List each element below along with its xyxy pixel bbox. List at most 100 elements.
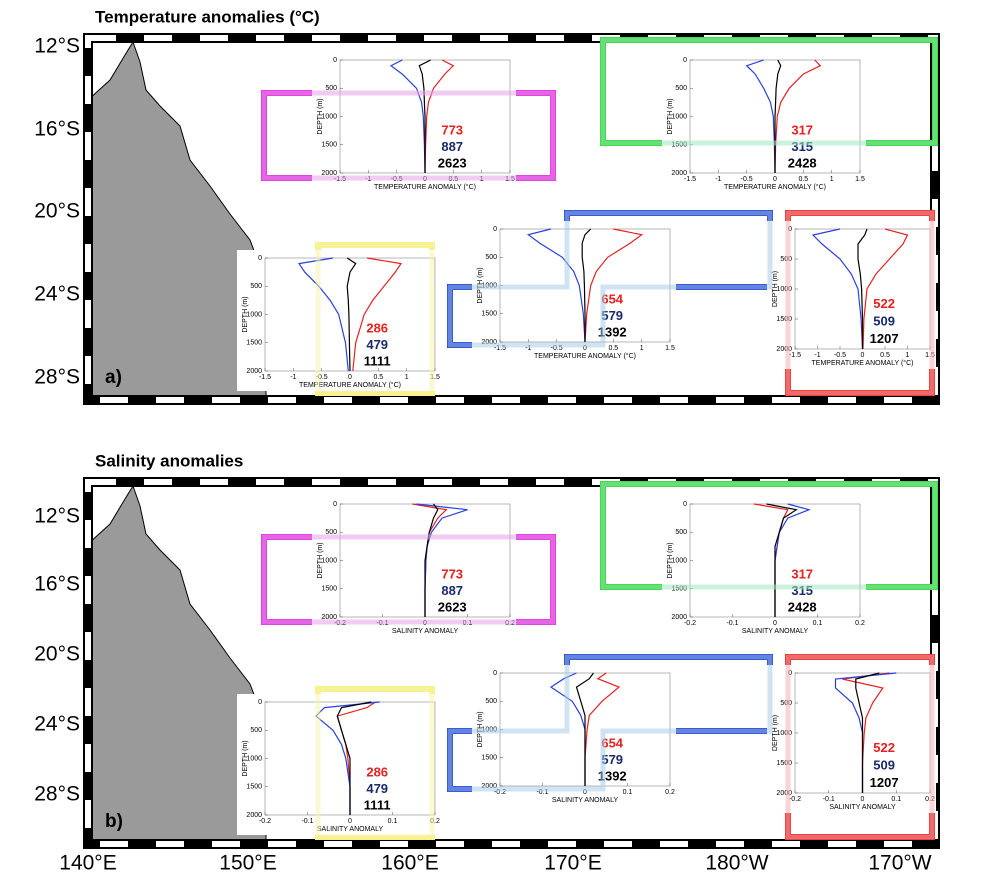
y-axis-label: DEPTH (m) [772,271,779,307]
inset-bg [237,694,441,835]
x-tick-label: -1 [525,345,531,352]
x-axis-label: TEMPERATURE ANOMALY (°C) [374,183,476,191]
profile-line [575,672,594,786]
y-axis-label: DEPTH (m) [242,296,249,332]
count-label: 2428 [788,155,817,170]
lat-label: 28°S [34,783,80,806]
count-label: 2623 [438,155,467,170]
x-axis-label: SALINITY ANOMALY [829,804,896,811]
lon-label: 170°E [544,852,601,875]
inset: -0.2 -0.1 0 0.1 0.20500100015002000SALINITY … [662,496,866,637]
x-tick-label: -0.5 [551,345,563,352]
y-tick-label: 500 [250,727,262,734]
y-tick-label: 1000 [671,113,687,120]
x-tick-label: 1 [405,374,409,381]
x-tick-label: 0 [348,818,352,825]
region-overlay [315,686,435,840]
y-tick-label: 0 [258,699,262,706]
x-tick-label: -0.2 [684,620,696,627]
count-label: 1207 [870,331,899,346]
y-tick-label: 500 [325,85,337,92]
profile-line [745,59,776,174]
lon-label: 170°W [868,852,931,875]
x-tick-label: 0.1 [388,818,398,825]
inset: -0.2 -0.1 0 0.1 0.20500100015002000SALINITY … [767,665,936,813]
panel-b: Salinity anomalies 12°S 16°S 20°S 24°S 28°S b)… [34,451,940,849]
x-tick-label: -0.1 [301,818,313,825]
x-tick-label: -1 [290,374,296,381]
lat-label: 20°S [34,643,80,666]
x-tick-label: -0.5 [316,374,328,381]
region-overlay [600,37,938,146]
y-tick-label: 1500 [776,316,792,323]
region-overlay [600,481,938,590]
x-axis-label: SALINITY ANOMALY [552,797,619,804]
region-overlay [261,534,556,625]
x-axis-label: TEMPERATURE ANOMALY (°C) [812,359,914,367]
panel-title: Temperature anomalies (°C) [95,7,320,26]
y-tick-label: 1500 [321,142,337,149]
inset: -0.2 -0.1 0 0.1 0.20500100015002000SALINITY … [237,694,441,835]
x-tick-label: -0.2 [259,818,271,825]
y-tick-label: 1000 [321,557,337,564]
inset-bg [662,52,866,193]
count-label: 2623 [438,599,467,614]
x-axis-label: SALINITY ANOMALY [392,628,459,635]
count-label: 522 [873,296,895,311]
inset: -0.2 -0.1 0 0.1 0.20500100015002000SALINITY … [472,665,676,806]
y-tick-label: 500 [250,283,262,290]
lat-label: 12°S [34,505,80,528]
count-label: 773 [441,567,463,582]
x-tick-label: -1.5 [684,176,696,183]
region-overlay [785,210,935,396]
y-axis-label: DEPTH (m) [317,542,324,578]
count-label: 654 [601,292,623,307]
profile-line [352,257,403,372]
x-tick-label: 0.2 [855,620,865,627]
lat-label: 12°S [34,35,80,58]
count-label: 654 [601,736,623,751]
y-tick-label: 1500 [246,784,262,791]
count-label: 887 [441,139,463,154]
y-tick-label: 500 [325,529,337,536]
profile-line [581,228,592,342]
profile-line [584,228,644,343]
count-label: 522 [873,740,895,755]
inset-bg [472,221,676,362]
x-tick-label: 0 [348,374,352,381]
y-tick-label: 0 [683,501,687,508]
y-tick-label: 2000 [776,346,792,353]
profile-line [857,228,868,349]
y-tick-label: 0 [493,226,497,233]
lon-label: 150°E [219,852,276,875]
x-tick-label: 0.5 [880,352,890,359]
count-label: 317 [791,123,813,138]
inset-bg [312,52,516,193]
y-tick-label: 1000 [776,286,792,293]
inset-bg [312,496,516,637]
inset: -0.2 -0.1 0 0.1 0.20500100015002000SALINITY … [312,496,516,637]
y-tick-label: 500 [485,254,497,261]
lat-label: 16°S [34,118,80,141]
x-axis-label: SALINITY ANOMALY [742,628,809,635]
count-label: 773 [441,123,463,138]
x-tick-label: -1.5 [494,345,506,352]
x-tick-label: 0.1 [891,796,901,803]
y-axis-label: DEPTH (m) [667,98,674,134]
count-label: 1207 [870,775,899,790]
profile-line [774,59,822,174]
y-tick-label: 500 [675,529,687,536]
x-tick-label: -0.2 [789,796,801,803]
x-axis-label: SALINITY ANOMALY [317,826,384,833]
x-tick-label: 1.5 [665,345,675,352]
x-tick-label: 1.5 [855,176,865,183]
profile-line [336,701,372,815]
x-tick-label: -0.1 [823,796,835,803]
x-tick-label: 1.5 [430,374,440,381]
profile-line [774,59,782,173]
y-tick-label: 2000 [671,614,687,621]
x-tick-label: 0 [861,352,865,359]
y-tick-label: 2000 [246,368,262,375]
lat-label: 20°S [34,200,80,223]
